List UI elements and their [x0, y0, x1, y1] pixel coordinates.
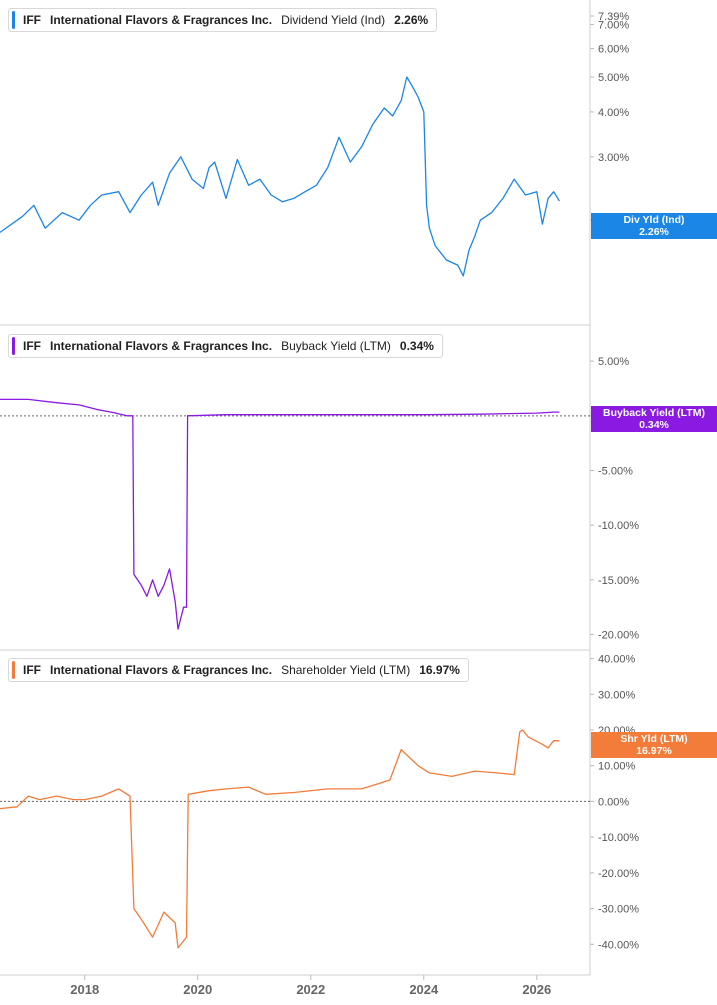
legend-swatch-buyback [12, 337, 15, 355]
legend-swatch-dividend [12, 11, 15, 29]
legend-dividend[interactable]: IFF International Flavors & Fragrances I… [8, 8, 438, 32]
series-line-dividend [0, 76, 560, 277]
legend-metric: Shareholder Yield (LTM) [281, 663, 411, 677]
x-tick-label: 2022 [296, 982, 325, 997]
legend-value: 0.34% [399, 339, 434, 353]
legend-company: International Flavors & Fragrances Inc. [50, 339, 273, 353]
flag-value: 0.34% [639, 419, 669, 431]
y-tick-label: 10.00% [598, 761, 636, 773]
legend-metric: Dividend Yield (Ind) [281, 13, 386, 27]
flag-value: 2.26% [639, 226, 669, 238]
y-tick-label: 3.00% [598, 152, 629, 164]
flag-value: 16.97% [636, 745, 672, 757]
series-line-buyback [0, 398, 560, 630]
legend-company: International Flavors & Fragrances Inc. [50, 663, 273, 677]
flag-buyback: Buyback Yield (LTM) 0.34% [591, 406, 717, 432]
flag-label: Shr Yld (LTM) [620, 733, 688, 745]
y-tick-labels: 7.39%7.00%6.00%5.00%4.00%3.00%2.00%5.00%… [590, 11, 639, 951]
x-tick-label: 2018 [70, 982, 99, 997]
legend-value: 16.97% [419, 663, 460, 677]
x-tick-label: 2020 [183, 982, 212, 997]
legend-ticker: IFF [23, 663, 41, 677]
series-layer [0, 76, 560, 949]
y-tick-label: 40.00% [598, 654, 636, 666]
y-tick-label: 7.00% [598, 19, 629, 31]
y-tick-label: -10.00% [598, 832, 639, 844]
y-tick-label: -30.00% [598, 904, 639, 916]
x-tick-label: 2024 [409, 982, 439, 997]
x-tick-label: 2026 [522, 982, 551, 997]
grid-layer [0, 0, 591, 976]
y-tick-label: -20.00% [598, 868, 639, 880]
legend-company: International Flavors & Fragrances Inc. [50, 13, 273, 27]
y-tick-label: 6.00% [598, 44, 629, 56]
y-tick-label: -10.00% [598, 520, 639, 532]
flag-label: Div Yld (Ind) [623, 214, 685, 226]
y-tick-label: 7.39% [598, 11, 629, 23]
y-tick-label: 0.00% [598, 796, 629, 808]
legend-ticker: IFF [23, 339, 41, 353]
y-tick-label: 5.00% [598, 356, 629, 368]
y-tick-label: 30.00% [598, 689, 636, 701]
y-tick-label: -15.00% [598, 575, 639, 587]
flag-label: Buyback Yield (LTM) [603, 407, 705, 419]
legend-value: 2.26% [394, 13, 429, 27]
legend-shareholder[interactable]: IFF International Flavors & Fragrances I… [8, 658, 469, 682]
y-tick-label: 5.00% [598, 72, 629, 84]
y-tick-label: -20.00% [598, 630, 639, 642]
legend-metric: Buyback Yield (LTM) [281, 339, 391, 353]
legend-swatch-shareholder [12, 661, 15, 679]
y-tick-label: -40.00% [598, 939, 639, 951]
y-tick-label: -5.00% [598, 465, 633, 477]
legend-buyback[interactable]: IFF International Flavors & Fragrances I… [8, 334, 443, 358]
legend-ticker: IFF [23, 13, 41, 27]
flag-shareholder: Shr Yld (LTM) 16.97% [591, 732, 717, 758]
series-line-shareholder [0, 729, 560, 949]
y-tick-label: 4.00% [598, 107, 629, 119]
x-axis: 2018 2020 2022 2024 2026 [70, 975, 551, 997]
flag-dividend: Div Yld (Ind) 2.26% [591, 213, 717, 239]
